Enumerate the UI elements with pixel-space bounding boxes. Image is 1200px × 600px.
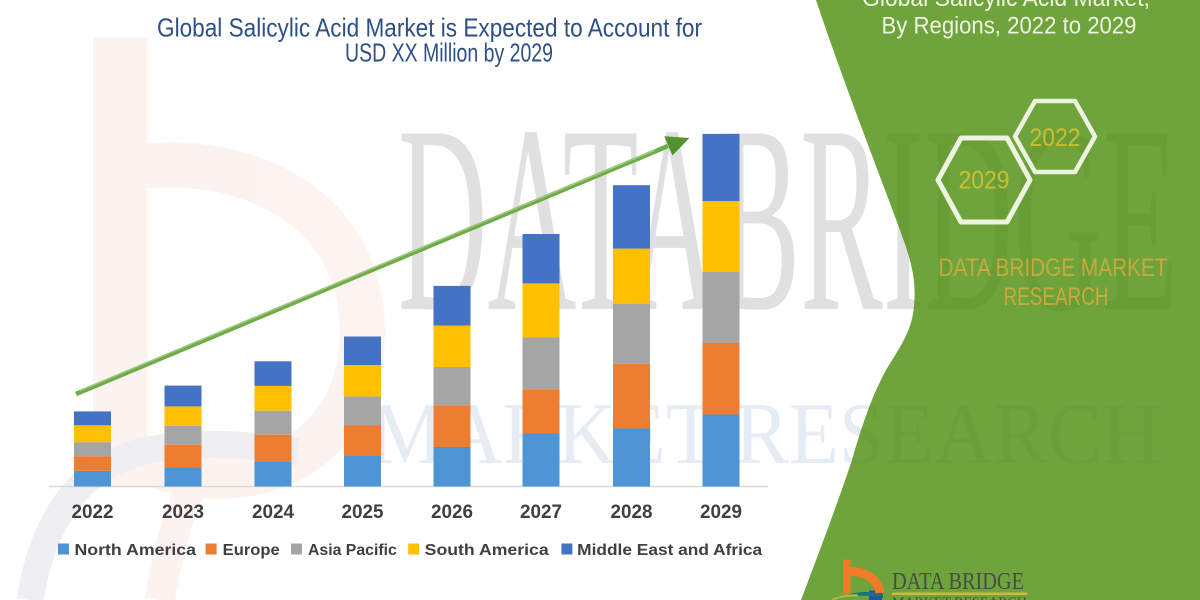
svg-text:Middle East and Africa: Middle East and Africa [577,542,762,559]
svg-text:2026: 2026 [431,502,473,523]
svg-text:DATA BRIDGE MARKET: DATA BRIDGE MARKET [939,254,1168,282]
svg-text:2025: 2025 [342,502,384,523]
svg-text:2024: 2024 [252,502,294,523]
svg-text:2022: 2022 [1030,124,1081,152]
svg-text:Global Salicylic Acid Market i: Global Salicylic Acid Market is Expected… [157,12,702,42]
svg-text:DATA BRIDGE: DATA BRIDGE [892,569,1024,595]
svg-text:2029: 2029 [959,167,1010,195]
svg-text:Asia Pacific: Asia Pacific [308,542,397,559]
svg-text:By Regions, 2022 to 2029: By Regions, 2022 to 2029 [882,13,1137,40]
svg-text:Global Salicylic Acid Market,: Global Salicylic Acid Market, [862,0,1150,12]
svg-text:2029: 2029 [700,502,742,523]
svg-text:USD XX Million by 2029: USD XX Million by 2029 [345,38,553,68]
svg-text:RESEARCH: RESEARCH [1004,283,1109,311]
svg-text:North America: North America [75,542,197,559]
svg-text:2027: 2027 [520,502,562,523]
svg-text:2022: 2022 [72,502,114,523]
svg-text:MARKET RESEARCH: MARKET RESEARCH [892,594,1027,600]
svg-text:2028: 2028 [611,502,653,523]
svg-text:2023: 2023 [162,502,204,523]
svg-text:South America: South America [425,542,549,559]
svg-text:Europe: Europe [223,542,280,559]
